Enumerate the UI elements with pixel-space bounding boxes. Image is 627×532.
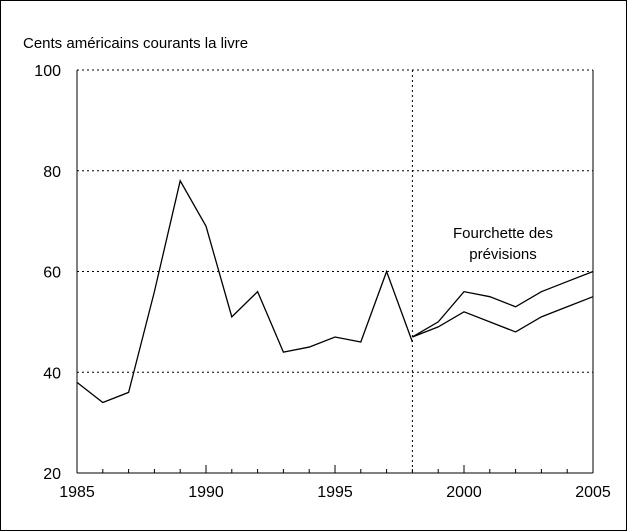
x-tick-label-2005: 2005 xyxy=(575,484,611,501)
grid-lines xyxy=(77,69,593,473)
y-axis-label: Cents américains courants la livre xyxy=(23,35,248,52)
axes xyxy=(76,70,594,474)
series-line-2 xyxy=(412,296,594,338)
x-tick-label-2000: 2000 xyxy=(446,484,482,501)
x-tick-label-1995: 1995 xyxy=(317,484,353,501)
y-tick-label-40: 40 xyxy=(43,365,61,382)
series-lines xyxy=(76,179,594,404)
x-tick-label-1985: 1985 xyxy=(59,484,95,501)
series-line-1 xyxy=(412,270,594,338)
y-tick-label-100: 100 xyxy=(34,63,61,80)
forecast-annotation-line1: Fourchette des xyxy=(453,225,553,242)
y-tick-label-80: 80 xyxy=(43,164,61,181)
series-line-0 xyxy=(76,179,414,404)
y-tick-label-60: 60 xyxy=(43,265,61,282)
forecast-annotation-line2: prévisions xyxy=(469,246,537,263)
tick-labels: 20 40 60 80 100 1985 1990 1995 2000 2005 xyxy=(34,63,611,501)
x-tick-label-1990: 1990 xyxy=(188,484,224,501)
y-tick-label-20: 20 xyxy=(43,466,61,483)
